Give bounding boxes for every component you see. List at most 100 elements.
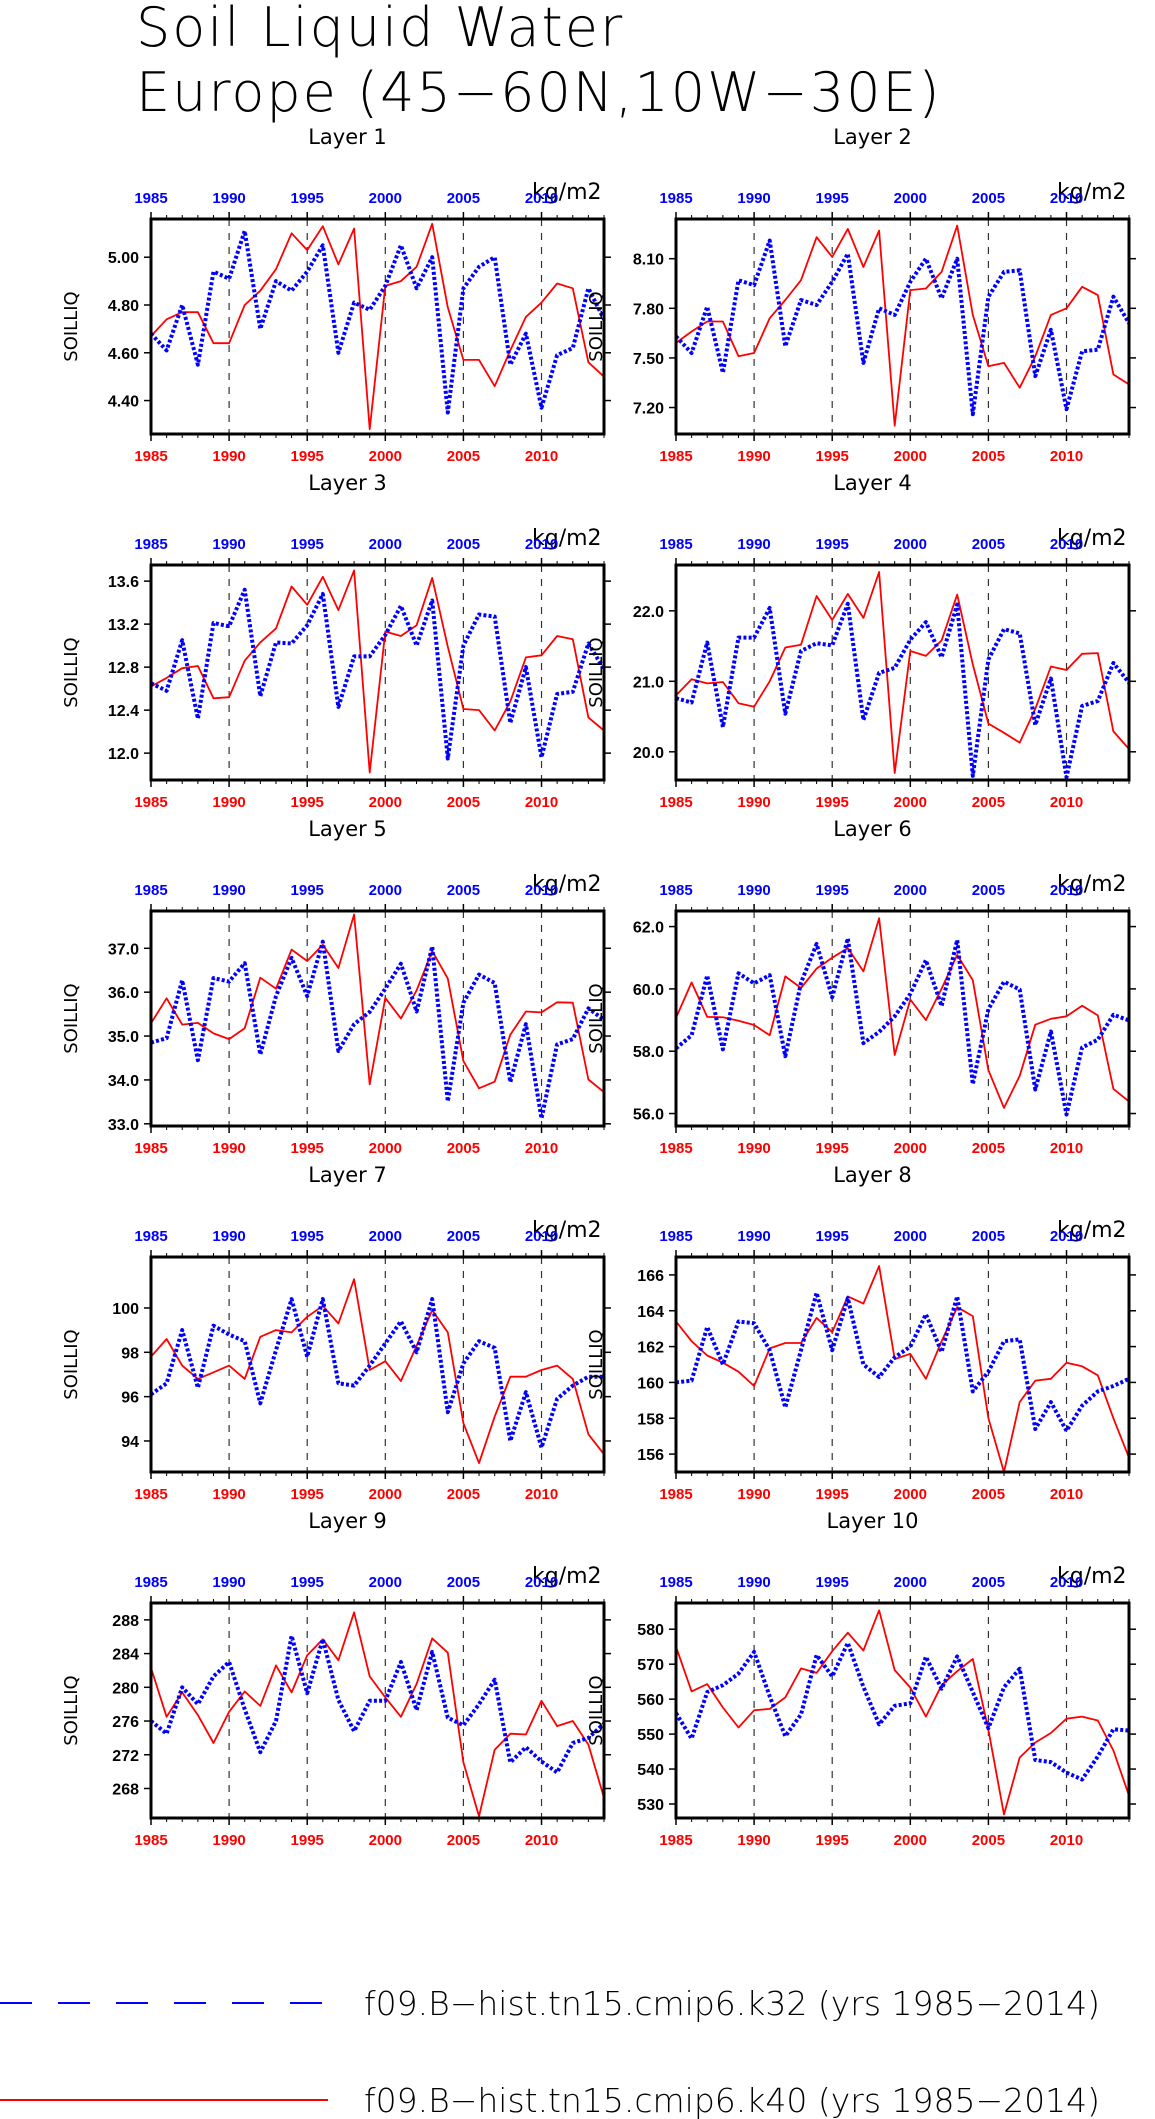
x-tick-label-bottom: 1985 xyxy=(659,1832,692,1849)
x-tick-label-bottom: 1985 xyxy=(134,1832,167,1849)
x-tick-label-top: 1990 xyxy=(212,882,245,899)
x-tick-label-top: 2010 xyxy=(525,190,558,207)
x-tick-label-bottom: 2005 xyxy=(447,448,480,465)
x-tick-label-bottom: 2010 xyxy=(1050,1832,1083,1849)
x-tick-label-bottom: 1990 xyxy=(737,1486,770,1503)
series-line-k40 xyxy=(150,1278,605,1464)
units-label: kg/m2 xyxy=(1057,526,1127,551)
panel-title: Layer 6 xyxy=(833,817,912,841)
plot-frame xyxy=(674,217,1131,436)
y-tick-label: 22.0 xyxy=(633,604,664,621)
x-tick-label-bottom: 2010 xyxy=(525,794,558,811)
x-tick-label-bottom: 2010 xyxy=(525,1140,558,1157)
x-tick-label-bottom: 2005 xyxy=(447,1486,480,1503)
units-label: kg/m2 xyxy=(1057,180,1127,205)
y-tick-label: 530 xyxy=(637,1797,664,1814)
series-line-k40 xyxy=(675,1609,1130,1816)
x-tick-label-top: 1995 xyxy=(291,1574,324,1591)
units-label: kg/m2 xyxy=(532,872,602,897)
y-tick-label: 580 xyxy=(637,1622,664,1639)
x-tick-label-top: 1995 xyxy=(816,536,849,553)
x-tick-label-bottom: 1985 xyxy=(134,1140,167,1157)
x-tick-label-top: 1990 xyxy=(737,1574,770,1591)
x-tick-label-top: 2010 xyxy=(1050,1574,1083,1591)
series-line-k32 xyxy=(674,936,1130,1117)
x-tick-label-bottom: 2000 xyxy=(894,1140,927,1157)
y-tick-label: 35.0 xyxy=(108,1029,139,1046)
x-tick-label-bottom: 1990 xyxy=(212,1140,245,1157)
x-tick-label-top: 1995 xyxy=(291,1228,324,1245)
units-label: kg/m2 xyxy=(532,1564,602,1589)
x-tick-label-bottom: 2010 xyxy=(1050,448,1083,465)
x-tick-label-bottom: 1995 xyxy=(816,448,849,465)
series-line-k32 xyxy=(675,1290,1130,1433)
x-tick-label-top: 2010 xyxy=(1050,882,1083,899)
x-tick-label-top: 1995 xyxy=(291,536,324,553)
x-tick-label-top: 1995 xyxy=(816,882,849,899)
x-tick-label-top: 1990 xyxy=(212,190,245,207)
y-tick-label: 540 xyxy=(637,1762,664,1779)
x-tick-label-bottom: 2000 xyxy=(369,1486,402,1503)
legend-label-k40: f09.B−hist.tn15.cmip6.k40 (yrs 1985−2014… xyxy=(364,2081,1100,2119)
y-tick-label: 12.4 xyxy=(108,703,139,720)
units-label: kg/m2 xyxy=(1057,872,1127,897)
y-tick-label: 12.0 xyxy=(108,746,139,763)
x-tick-label-bottom: 1995 xyxy=(291,1486,324,1503)
panel-title: Layer 4 xyxy=(833,471,912,495)
x-tick-label-bottom: 1995 xyxy=(816,1486,849,1503)
plot-frame xyxy=(149,217,606,436)
x-tick-label-top: 1985 xyxy=(134,882,167,899)
x-tick-label-bottom: 2010 xyxy=(1050,794,1083,811)
y-tick-label: 37.0 xyxy=(108,941,139,958)
x-tick-label-bottom: 2005 xyxy=(447,794,480,811)
y-tick-label: 62.0 xyxy=(633,920,664,937)
y-tick-label: 36.0 xyxy=(108,985,139,1002)
x-tick-label-bottom: 2000 xyxy=(894,794,927,811)
y-tick-label: 20.0 xyxy=(633,745,664,762)
y-tick-label: 550 xyxy=(637,1727,664,1744)
series-line-k40 xyxy=(150,569,605,774)
series-line-k40 xyxy=(150,222,605,431)
x-tick-label-bottom: 2005 xyxy=(972,1832,1005,1849)
x-tick-label-top: 2005 xyxy=(972,536,1005,553)
x-tick-label-top: 2010 xyxy=(1050,190,1083,207)
y-tick-label: 158 xyxy=(637,1411,664,1428)
series-line-k32 xyxy=(150,587,606,761)
x-tick-label-bottom: 1995 xyxy=(291,1832,324,1849)
x-tick-label-top: 2000 xyxy=(894,536,927,553)
figure-title-line-2: Europe (45−60N,10W−30E) xyxy=(136,61,942,124)
y-tick-label: 100 xyxy=(112,1301,139,1318)
y-tick-label: 13.2 xyxy=(108,617,139,634)
y-tick-label: 56.0 xyxy=(633,1107,664,1124)
y-tick-label: 284 xyxy=(112,1647,139,1664)
x-tick-label-top: 2000 xyxy=(894,882,927,899)
series-line-k32 xyxy=(150,939,606,1121)
x-tick-label-top: 1985 xyxy=(134,1574,167,1591)
x-tick-label-bottom: 2010 xyxy=(1050,1486,1083,1503)
y-axis-label: SOILLIQ xyxy=(586,1675,607,1745)
x-tick-label-top: 1985 xyxy=(659,882,692,899)
x-tick-label-top: 1995 xyxy=(816,190,849,207)
y-tick-label: 8.10 xyxy=(633,252,664,269)
series-line-k40 xyxy=(675,917,1130,1109)
y-tick-label: 13.6 xyxy=(108,574,139,591)
y-tick-label: 288 xyxy=(112,1613,139,1630)
x-tick-label-top: 1990 xyxy=(737,190,770,207)
x-tick-label-top: 1990 xyxy=(737,1228,770,1245)
x-tick-label-bottom: 2005 xyxy=(972,1486,1005,1503)
y-tick-label: 7.80 xyxy=(633,301,664,318)
x-tick-label-top: 2005 xyxy=(972,1228,1005,1245)
y-axis-label: SOILLIQ xyxy=(61,983,82,1053)
x-tick-label-bottom: 2000 xyxy=(894,1486,927,1503)
x-tick-label-top: 2005 xyxy=(972,882,1005,899)
x-tick-label-top: 1985 xyxy=(659,536,692,553)
legend-label-k32: f09.B−hist.tn15.cmip6.k32 (yrs 1985−2014… xyxy=(364,1984,1100,2023)
y-axis-label: SOILLIQ xyxy=(586,291,607,361)
x-tick-label-top: 2000 xyxy=(894,1228,927,1245)
panel-title: Layer 10 xyxy=(827,1509,919,1533)
x-tick-label-bottom: 1990 xyxy=(212,1832,245,1849)
panel-grid: Layer 1 kg/m2 SOILLIQ 1985 1985 1990 1990 1995 1… xyxy=(61,125,1136,1849)
y-tick-label: 4.60 xyxy=(108,346,139,363)
x-tick-label-top: 2000 xyxy=(369,882,402,899)
units-label: kg/m2 xyxy=(532,526,602,551)
